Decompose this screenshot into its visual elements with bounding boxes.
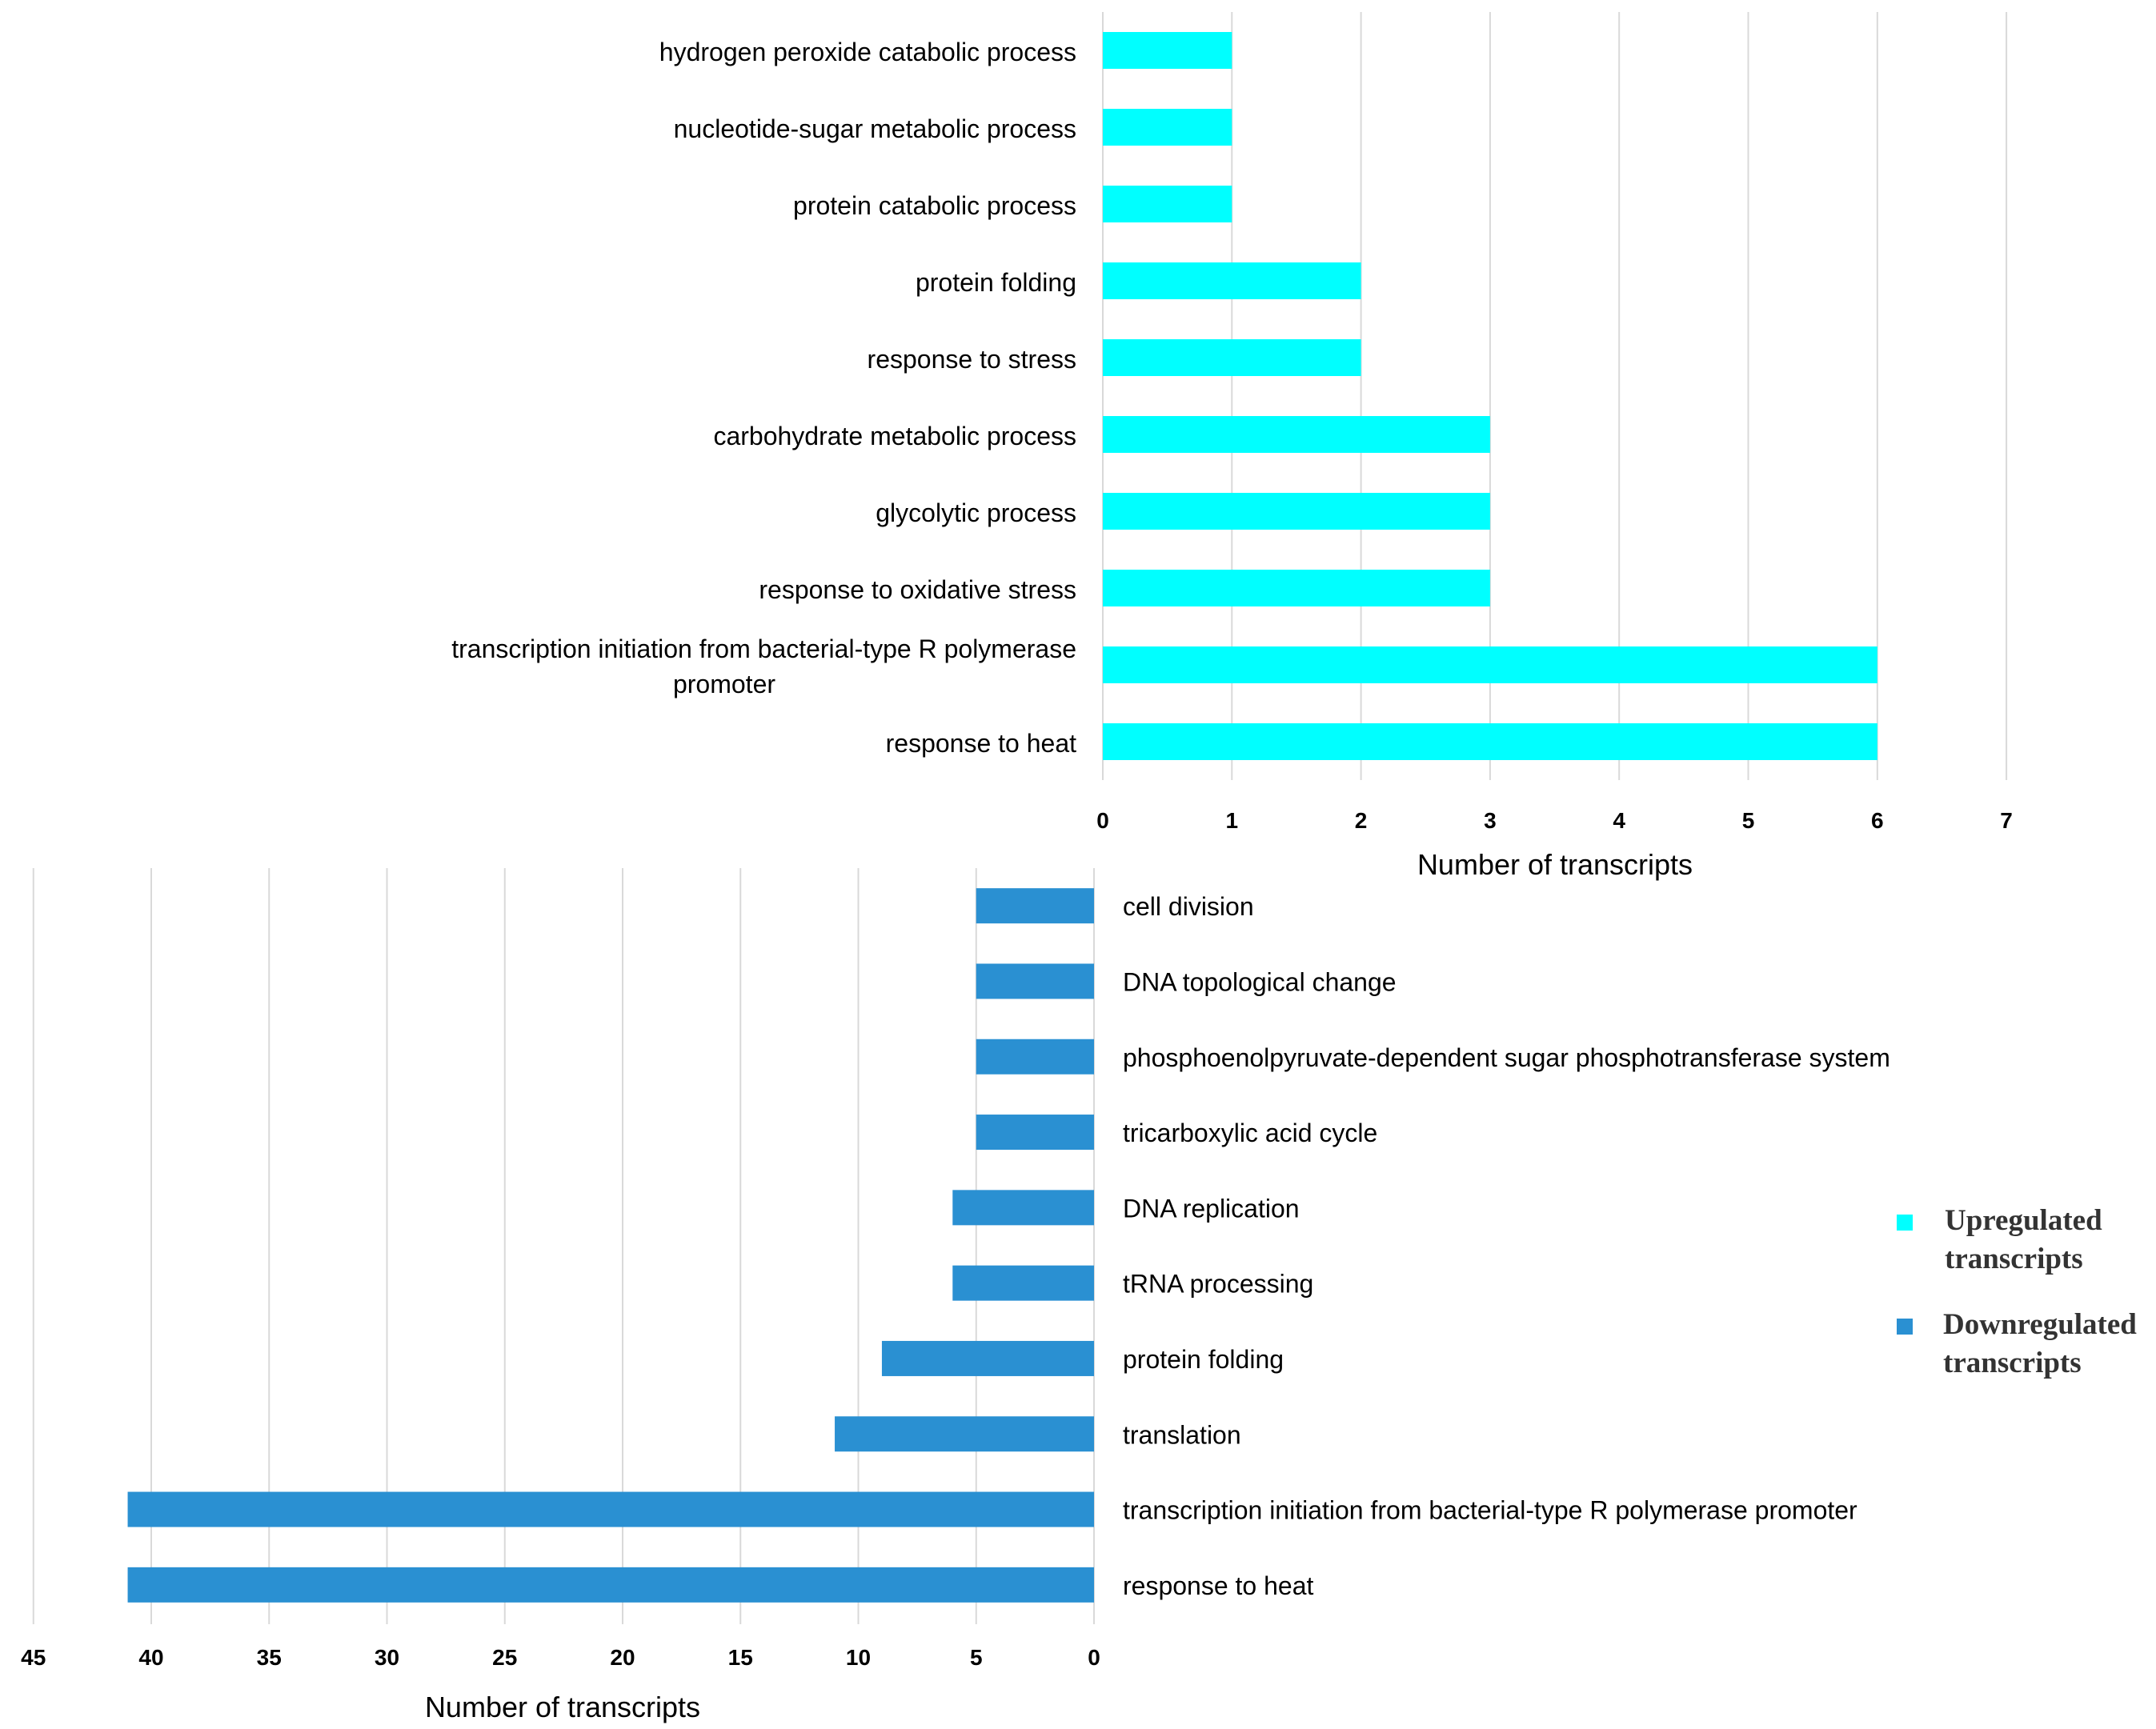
up-category-label-transcription-initiation-from-bacterial-type-r-polymerase-promoter-line-2: promoter	[673, 670, 775, 698]
down-tick-label-10: 10	[846, 1645, 871, 1670]
down-category-label-protein-folding: protein folding	[1123, 1345, 1284, 1374]
legend-label-upregulated-line-2: transcripts	[1945, 1243, 2083, 1275]
legend-swatch-upregulated	[1897, 1215, 1913, 1231]
upregulated-x-axis-title: Number of transcripts	[1417, 848, 1693, 881]
up-tick-label-3: 3	[1484, 808, 1497, 833]
up-bar-glycolytic-process	[1103, 493, 1490, 530]
down-bar-protein-folding	[881, 1340, 1094, 1376]
up-category-label-protein-folding: protein folding	[916, 268, 1076, 297]
up-bar-nucleotide-sugar-metabolic-process	[1103, 109, 1232, 146]
down-bar-trna-processing	[952, 1265, 1094, 1301]
up-category-label-hydrogen-peroxide-catabolic-process: hydrogen peroxide catabolic process	[659, 38, 1076, 66]
down-tick-label-35: 35	[257, 1645, 282, 1670]
down-category-label-dna-replication: DNA replication	[1123, 1194, 1300, 1223]
down-category-label-dna-topological-change: DNA topological change	[1123, 967, 1397, 996]
down-tick-label-20: 20	[610, 1645, 635, 1670]
legend-label-downregulated-line-2: transcripts	[1943, 1347, 2082, 1379]
down-bar-cell-division	[976, 888, 1094, 924]
up-tick-label-5: 5	[1742, 808, 1755, 833]
upregulated-category-labels: hydrogen peroxide catabolic process nucle…	[451, 38, 1076, 758]
up-category-label-transcription-initiation-from-bacterial-type-r-polymerase-promoter-line-1: transcription initiation from bacterial-…	[451, 634, 1076, 663]
up-category-label-glycolytic-process: glycolytic process	[876, 498, 1076, 527]
down-category-label-translation: translation	[1123, 1420, 1241, 1449]
down-category-label-trna-processing: tRNA processing	[1123, 1270, 1313, 1299]
down-bar-phosphoenolpyruvate-dependent-sugar-phosphotransferase-system	[976, 1039, 1094, 1075]
up-bar-response-to-oxidative-stress	[1103, 570, 1490, 606]
downregulated-category-labels: cell division DNA topological change phosp…	[1123, 892, 1890, 1600]
down-bar-dna-topological-change	[976, 963, 1094, 999]
down-tick-label-25: 25	[492, 1645, 517, 1670]
up-bar-response-to-heat	[1103, 723, 1877, 760]
down-bar-dna-replication	[952, 1190, 1094, 1226]
down-tick-label-15: 15	[728, 1645, 753, 1670]
up-bar-transcription-initiation-from-bacterial-type-r-polymerase-promoter	[1103, 646, 1877, 683]
up-category-label-response-to-oxidative-stress: response to oxidative stress	[759, 575, 1076, 604]
up-bar-response-to-stress	[1103, 339, 1361, 376]
down-tick-label-40: 40	[138, 1645, 163, 1670]
down-bar-tricarboxylic-acid-cycle	[976, 1115, 1094, 1151]
upregulated-tick-labels: 0 1 2 3 4 5 6 7	[1096, 808, 2013, 833]
upregulated-bars	[1103, 32, 1877, 760]
down-category-label-transcription-initiation-from-bacterial-type-r-polymerase-promoter: transcription initiation from bacterial-…	[1123, 1496, 1857, 1525]
down-tick-label-5: 5	[970, 1645, 983, 1670]
up-category-label-carbohydrate-metabolic-process: carbohydrate metabolic process	[713, 422, 1076, 450]
up-tick-label-7: 7	[2000, 808, 2013, 833]
up-bar-protein-catabolic-process	[1103, 186, 1232, 222]
up-category-label-protein-catabolic-process: protein catabolic process	[793, 191, 1076, 220]
down-tick-label-0: 0	[1088, 1645, 1100, 1670]
up-category-label-nucleotide-sugar-metabolic-process: nucleotide-sugar metabolic process	[674, 114, 1076, 143]
downregulated-x-axis-title: Number of transcripts	[425, 1691, 700, 1723]
up-tick-label-2: 2	[1355, 808, 1368, 833]
up-tick-label-0: 0	[1096, 808, 1109, 833]
downregulated-bars	[127, 888, 1094, 1603]
up-bar-protein-folding	[1103, 262, 1361, 299]
up-bar-hydrogen-peroxide-catabolic-process	[1103, 32, 1232, 69]
down-category-label-response-to-heat: response to heat	[1123, 1571, 1314, 1600]
up-bar-carbohydrate-metabolic-process	[1103, 416, 1490, 453]
down-category-label-phosphoenolpyruvate-dependent-sugar-phosphotransferase-system: phosphoenolpyruvate-dependent sugar phos…	[1123, 1043, 1890, 1072]
downregulated-tick-labels: 45 40 35 30 25 20 15 10 5 0	[21, 1645, 1100, 1670]
down-tick-label-30: 30	[375, 1645, 399, 1670]
up-tick-label-4: 4	[1613, 808, 1625, 833]
down-bar-response-to-heat	[127, 1567, 1094, 1603]
down-bar-transcription-initiation-from-bacterial-type-r-polymerase-promoter	[127, 1491, 1094, 1527]
down-category-label-cell-division: cell division	[1123, 892, 1254, 921]
up-category-label-response-to-stress: response to stress	[868, 345, 1076, 374]
up-tick-label-6: 6	[1871, 808, 1884, 833]
legend-swatch-downregulated	[1897, 1319, 1913, 1335]
down-category-label-tricarboxylic-acid-cycle: tricarboxylic acid cycle	[1123, 1119, 1377, 1147]
up-tick-label-1: 1	[1226, 808, 1239, 833]
legend: Upregulated transcripts Downregulated trans…	[1897, 1204, 2137, 1379]
down-tick-label-45: 45	[21, 1645, 46, 1670]
legend-label-upregulated-line-1: Upregulated	[1945, 1204, 2102, 1237]
down-bar-translation	[835, 1416, 1094, 1452]
legend-label-downregulated-line-1: Downregulated	[1943, 1308, 2137, 1341]
up-category-label-response-to-heat: response to heat	[886, 729, 1077, 758]
